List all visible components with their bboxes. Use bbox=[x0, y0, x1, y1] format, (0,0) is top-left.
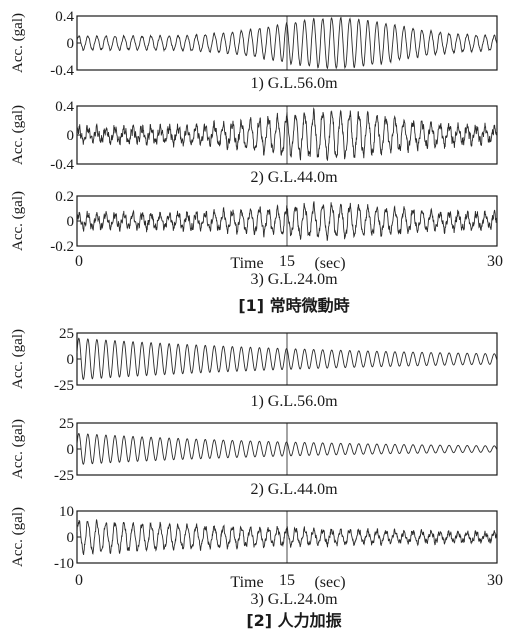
x-tick-label: 0 bbox=[75, 253, 83, 270]
y-axis-label: Acc. (gal) bbox=[10, 507, 26, 567]
x-axis-unit: (sec) bbox=[314, 255, 345, 272]
panel-caption: 1) G.L.56.0m bbox=[250, 75, 338, 92]
y-tick-label: -0.4 bbox=[50, 63, 74, 79]
y-axis-label: Acc. (gal) bbox=[10, 105, 26, 165]
y-tick-label: 0 bbox=[67, 214, 75, 230]
group-caption-2: [2] 人力加振 bbox=[246, 611, 341, 630]
x-tick-label: 30 bbox=[487, 253, 503, 270]
x-tick-label: 30 bbox=[487, 572, 503, 589]
panel-1: 0.4 0 -0.4 Acc. (gal) 1) G.L.56.0m bbox=[10, 9, 498, 92]
panel-caption: 2) G.L.44.0m bbox=[250, 169, 338, 186]
panel-caption: 1) G.L.56.0m bbox=[250, 393, 338, 410]
panel-4: 25 0 -25 Acc. (gal) 1) G.L.56.0m bbox=[10, 326, 498, 410]
series-line bbox=[76, 16, 498, 70]
y-tick-label: 0 bbox=[67, 36, 75, 52]
series-line bbox=[76, 432, 498, 465]
y-axis-label: Acc. (gal) bbox=[10, 191, 26, 251]
x-tick-label: 15 bbox=[279, 253, 295, 270]
group-caption-1: [1] 常時微動時 bbox=[238, 296, 349, 315]
y-axis-label: Acc. (gal) bbox=[10, 13, 26, 73]
x-axis-label: Time bbox=[230, 255, 263, 272]
series-line bbox=[76, 519, 498, 555]
series-line bbox=[76, 337, 498, 381]
y-tick-label: 0.2 bbox=[55, 189, 74, 205]
panel-5: 25 0 -25 Acc. (gal) 2) G.L.44.0m bbox=[10, 416, 498, 498]
panel-caption: 2) G.L.44.0m bbox=[250, 481, 338, 498]
y-tick-label: 10 bbox=[59, 504, 74, 520]
panel-caption: 3) G.L.24.0m bbox=[250, 591, 338, 608]
y-tick-label: -0.4 bbox=[50, 157, 74, 173]
y-tick-label: -25 bbox=[54, 468, 74, 484]
y-axis-label: Acc. (gal) bbox=[10, 329, 26, 389]
y-tick-label: 0 bbox=[67, 442, 75, 458]
x-tick-label: 0 bbox=[75, 572, 83, 589]
y-tick-label: 0 bbox=[67, 530, 75, 546]
panel-2: 0.4 0 -0.4 Acc. (gal) 2) G.L.44.0m bbox=[10, 99, 498, 186]
y-tick-label: 0.4 bbox=[55, 99, 74, 115]
x-axis-unit: (sec) bbox=[314, 574, 345, 591]
y-tick-label: -25 bbox=[54, 378, 74, 394]
y-tick-label: 0.4 bbox=[55, 9, 74, 25]
y-tick-label: 25 bbox=[59, 416, 74, 432]
y-tick-label: -0.2 bbox=[50, 239, 74, 255]
y-tick-label: 25 bbox=[59, 326, 74, 342]
y-axis-label: Acc. (gal) bbox=[10, 419, 26, 479]
y-tick-label: -10 bbox=[54, 556, 74, 572]
x-tick-label: 15 bbox=[279, 572, 295, 589]
x-axis-label: Time bbox=[230, 574, 263, 591]
series-line bbox=[76, 106, 498, 161]
y-tick-label: 0 bbox=[67, 128, 75, 144]
panel-caption: 3) G.L.24.0m bbox=[250, 271, 338, 288]
series-line bbox=[76, 201, 498, 241]
y-tick-label: 0 bbox=[67, 352, 75, 368]
